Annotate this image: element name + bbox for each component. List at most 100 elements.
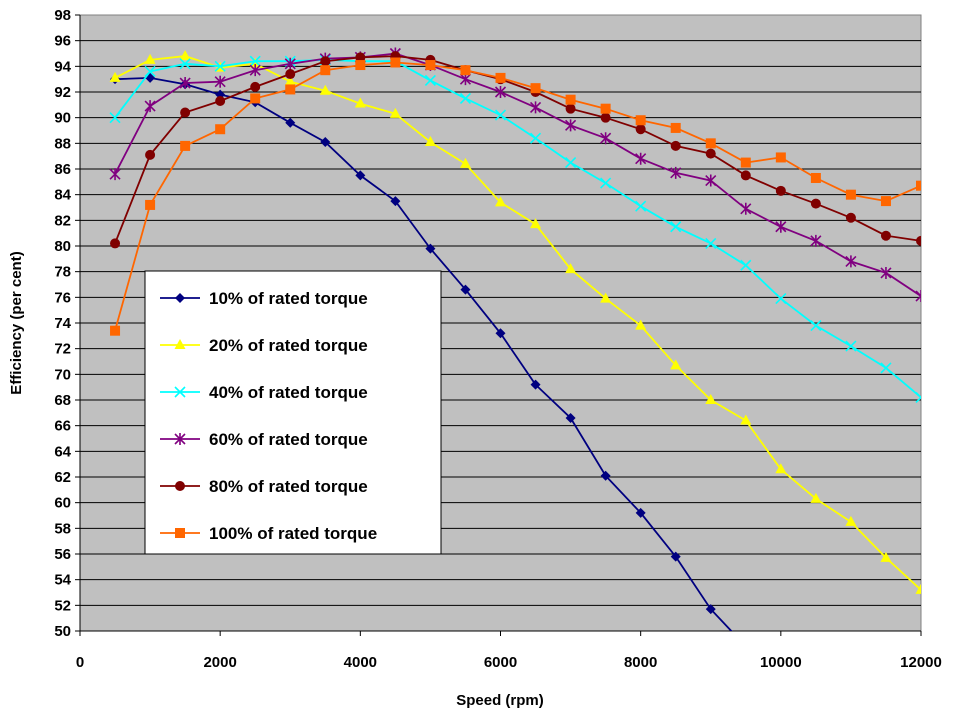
series-1: [110, 72, 751, 651]
series-6: [110, 57, 921, 336]
data-point: [145, 199, 156, 210]
data-point: [390, 57, 401, 68]
data-point: [285, 69, 296, 80]
x-tick-label: 12000: [900, 654, 942, 671]
data-point: [425, 243, 436, 254]
legend-marker: [175, 528, 185, 538]
data-point: [845, 189, 856, 200]
data-point: [810, 198, 821, 209]
y-tick-label: 52: [54, 597, 71, 614]
data-point: [670, 551, 681, 562]
y-tick-label: 78: [54, 264, 71, 281]
legend-label: 10% of rated torque: [209, 289, 368, 308]
data-point: [915, 391, 921, 403]
y-axis-ticks: 50 52 54 56 58 60 62 64 66 68 70 72 74 76 78 80 82 84 86 88…: [54, 7, 81, 640]
data-point: [459, 92, 472, 104]
data-point: [285, 117, 296, 128]
data-point: [284, 75, 296, 86]
data-point: [249, 64, 261, 77]
data-point: [179, 58, 191, 70]
data-point: [145, 149, 156, 160]
data-point: [775, 152, 786, 163]
data-point: [250, 81, 261, 92]
legend-marker: [174, 386, 186, 398]
legend-entry: 20% of rated torque: [160, 336, 368, 355]
x-axis-ticks: 0 2000 4000 6000 8000 10000 12000: [76, 630, 942, 671]
data-point: [530, 83, 541, 94]
data-point: [810, 172, 821, 183]
data-point: [250, 93, 261, 104]
y-tick-label: 82: [54, 212, 71, 229]
data-point: [215, 95, 226, 106]
x-axis-title: Speed (rpm): [456, 692, 544, 709]
legend-marker: [175, 293, 185, 303]
y-tick-label: 50: [54, 623, 71, 640]
y-tick-label: 86: [54, 161, 71, 178]
legend-entry: 40% of rated torque: [160, 383, 368, 402]
data-point: [670, 221, 682, 233]
data-point: [390, 196, 401, 207]
series-line: [114, 58, 921, 399]
data-point: [670, 122, 681, 133]
data-point: [424, 74, 436, 87]
data-point: [775, 463, 787, 474]
data-point: [565, 412, 576, 423]
data-point: [810, 320, 822, 332]
y-tick-label: 56: [54, 546, 71, 563]
data-point: [249, 55, 261, 67]
data-point: [775, 293, 787, 305]
series-line: [114, 55, 921, 591]
data-point: [180, 107, 191, 118]
legend-label: 40% of rated torque: [209, 383, 368, 402]
series-line: [114, 52, 921, 297]
data-point: [529, 101, 542, 114]
data-point: [880, 551, 892, 562]
data-point: [635, 115, 646, 126]
data-point: [285, 84, 296, 95]
data-point: [635, 152, 647, 165]
legend-marker: [174, 433, 186, 445]
data-point: [880, 266, 892, 279]
data-point: [320, 65, 331, 76]
data-point: [109, 168, 121, 181]
y-tick-label: 58: [54, 520, 71, 537]
data-point: [670, 166, 682, 179]
data-point: [705, 138, 716, 149]
data-point: [741, 641, 751, 651]
data-point: [670, 140, 681, 151]
data-point: [180, 140, 191, 151]
data-point: [845, 515, 857, 526]
data-point: [529, 132, 542, 144]
x-tick-label: 2000: [203, 654, 236, 671]
y-tick-label: 80: [54, 238, 71, 255]
x-tick-label: 4000: [344, 654, 377, 671]
data-point: [600, 103, 611, 114]
data-point: [109, 112, 121, 124]
data-point: [459, 157, 471, 168]
data-point: [144, 53, 156, 64]
data-point: [740, 170, 751, 181]
data-point: [635, 200, 647, 212]
legend-label: 60% of rated torque: [209, 430, 368, 449]
y-tick-label: 76: [54, 289, 71, 306]
y-tick-label: 68: [54, 392, 71, 409]
y-tick-label: 90: [54, 110, 71, 127]
data-point: [249, 57, 261, 68]
data-point: [319, 84, 331, 95]
data-point: [460, 284, 471, 295]
data-point: [460, 65, 471, 76]
legend-entry: 100% of rated torque: [160, 524, 377, 543]
x-tick-label: 0: [76, 654, 84, 671]
data-point: [635, 319, 647, 330]
data-point: [600, 470, 611, 481]
data-point: [740, 259, 752, 271]
data-point: [810, 234, 822, 247]
data-point: [389, 107, 401, 118]
data-point: [915, 583, 921, 594]
legend-label: 100% of rated torque: [209, 524, 377, 543]
data-point: [705, 174, 717, 187]
data-point: [424, 136, 436, 147]
legend-box: [144, 270, 442, 555]
y-tick-label: 62: [54, 469, 71, 486]
